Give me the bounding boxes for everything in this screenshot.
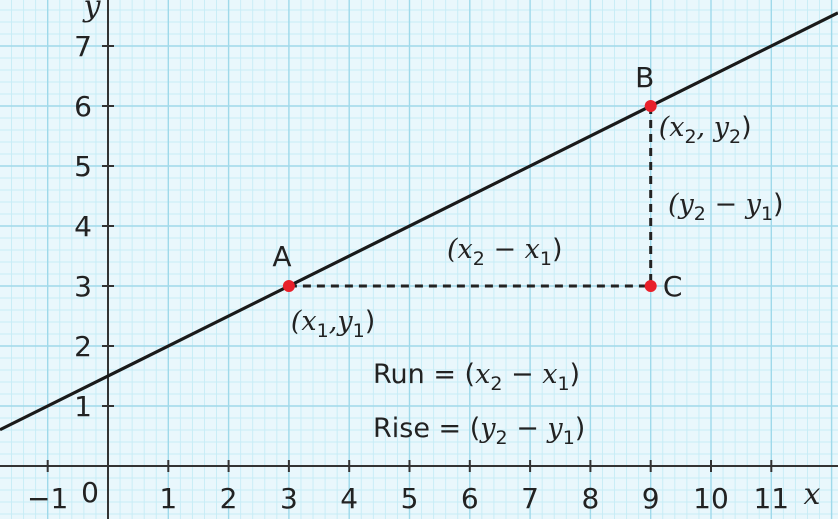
coord-label-a: (x1,y1)	[291, 306, 375, 342]
rise-label: (y2 − y1)	[668, 189, 784, 225]
rise-run-dashes	[288, 106, 653, 288]
x-tick-label: 3	[280, 482, 298, 515]
x-tick-label: 1	[159, 482, 177, 515]
y-tick-label: 4	[74, 210, 92, 243]
x-axis-label: x	[804, 477, 821, 512]
origin-label: 0	[81, 476, 99, 509]
x-tick-label: 4	[340, 482, 358, 515]
y-tick-label: 1	[74, 390, 92, 423]
y-tick-label: 7	[74, 30, 92, 63]
point-label-c: C	[663, 270, 683, 303]
point-a	[282, 280, 295, 292]
series-line	[0, 11, 838, 432]
points	[282, 100, 657, 292]
coord-label-b: (x2, y2)	[659, 112, 752, 148]
run-label: (x2 − x1)	[447, 234, 563, 270]
rise-formula: Rise = (y2 − y1)	[373, 413, 585, 449]
series	[0, 11, 838, 432]
annotations: A B C (x1,y1) (x2, y2) (x2 − x1) (y2 − y…	[272, 61, 783, 449]
x-tick-label: 8	[581, 482, 599, 515]
x-tick-label: −1	[27, 482, 68, 515]
x-tick-label: 11	[753, 482, 789, 515]
point-c	[644, 280, 657, 292]
x-tick-label: 6	[461, 482, 479, 515]
y-tick-label: 3	[74, 270, 92, 303]
point-b	[644, 100, 657, 112]
y-tick-label: 5	[74, 150, 92, 183]
point-label-a: A	[272, 240, 291, 273]
x-tick-label: 9	[642, 482, 660, 515]
y-tick-label: 6	[74, 90, 92, 123]
y-axis-label: y	[82, 0, 102, 24]
tick-marks	[46, 45, 773, 472]
x-tick-label: 7	[521, 482, 539, 515]
point-label-b: B	[635, 61, 654, 94]
y-tick-label: 2	[74, 330, 92, 363]
x-tick-label: 5	[401, 482, 419, 515]
x-tick-label: 2	[220, 482, 238, 515]
x-tick-label: 10	[693, 482, 729, 515]
run-formula: Run = (x2 − x1)	[373, 359, 580, 395]
